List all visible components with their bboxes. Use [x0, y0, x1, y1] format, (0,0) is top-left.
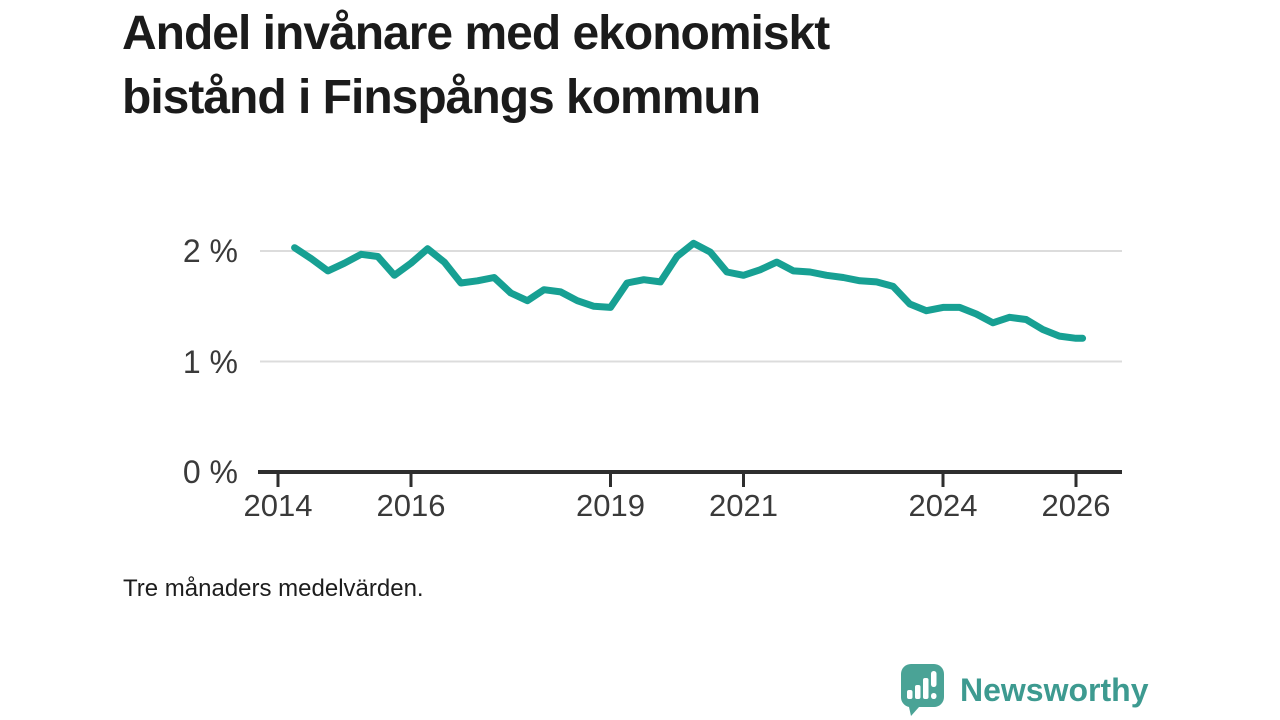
x-tick-label-2014: 2014: [243, 488, 313, 523]
data-line-series: [291, 239, 1087, 342]
page-title-line-2: bistånd i Finspångs kommun: [122, 71, 761, 124]
newsworthy-speech-bubble-bars-icon: [901, 664, 944, 716]
x-tick-label-2024: 2024: [908, 488, 978, 523]
page-title: Andel invånare med ekonomiskt bistånd i …: [122, 2, 1042, 130]
newsworthy-logo: Newsworthy: [898, 664, 1148, 716]
y-tick-label-2-percent: 2 %: [182, 233, 238, 269]
x-tick-label-2021: 2021: [709, 488, 778, 523]
x-tick-label-2019: 2019: [576, 488, 645, 523]
newsworthy-wordmark: Newsworthy: [960, 672, 1149, 708]
x-tick-label-2016: 2016: [376, 488, 446, 523]
y-tick-label-1-percent: 1 %: [182, 343, 238, 380]
x-tick-label-2026: 2026: [1041, 488, 1111, 523]
chart-footnote: Tre månaders medelvärden.: [123, 575, 424, 602]
y-tick-label-0-percent: 0 %: [182, 454, 238, 490]
page-title-line-1: Andel invånare med ekonomiskt: [122, 7, 830, 60]
